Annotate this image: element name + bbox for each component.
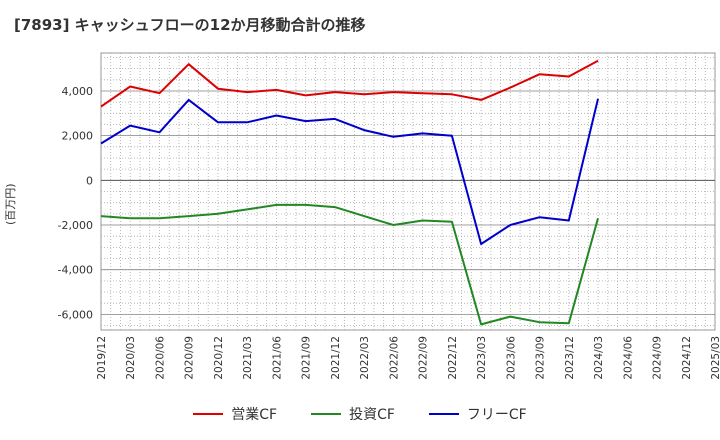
legend: 営業CF 投資CF フリーCF [0, 404, 720, 424]
x-tick-label: 2024/12 [681, 336, 693, 380]
x-tick-label: 2024/03 [593, 336, 605, 380]
y-tick-label: -4,000 [58, 264, 93, 277]
x-tick-label: 2023/12 [564, 336, 576, 380]
legend-label-investing-cf: 投資CF [349, 407, 395, 423]
series-line-1 [100, 203, 599, 326]
legend-label-free-cf: フリーCF [466, 407, 527, 423]
x-tick-label: 2021/12 [330, 336, 342, 380]
x-tick-label: 2024/09 [652, 336, 664, 380]
x-tick-label: 2021/06 [271, 336, 283, 380]
x-tick-label: 2024/06 [622, 336, 634, 380]
y-tick-label: 2,000 [62, 130, 94, 143]
y-tick-label: -2,000 [58, 219, 93, 232]
legend-item-operating-cf: 営業CF [193, 404, 277, 424]
chart-title: [7893] キャッシュフローの12か月移動合計の推移 [14, 16, 366, 34]
x-tick-label: 2023/03 [476, 336, 488, 380]
series-line-0 [100, 59, 599, 108]
y-tick-label: -6,000 [58, 308, 93, 321]
x-tick-label: 2023/09 [535, 336, 547, 380]
x-tick-label: 2022/03 [359, 336, 371, 380]
x-tick-label: 2020/09 [184, 336, 196, 380]
legend-item-free-cf: フリーCF [428, 404, 527, 424]
x-tick-label: 2022/12 [447, 336, 459, 380]
legend-swatch-investing-cf [311, 413, 342, 415]
x-tick-label: 2020/06 [154, 336, 166, 380]
x-tick-label: 2021/03 [242, 336, 254, 380]
x-tick-label: 2019/12 [96, 336, 108, 380]
plot-area [100, 52, 716, 331]
y-tick-label: 0 [86, 174, 93, 187]
legend-swatch-free-cf [428, 413, 459, 415]
legend-swatch-operating-cf [193, 413, 224, 415]
x-tick-label: 2022/09 [418, 336, 430, 380]
x-tick-label: 2022/06 [388, 336, 400, 380]
x-tick-label: 2020/12 [213, 336, 225, 380]
x-tick-label: 2023/06 [505, 336, 517, 380]
series-line-2 [100, 98, 599, 245]
x-tick-label: 2025/03 [710, 336, 720, 380]
legend-label-operating-cf: 営業CF [231, 407, 278, 423]
x-tick-label: 2020/03 [125, 336, 137, 380]
y-tick-label: 4,000 [62, 85, 94, 98]
x-tick-label: 2021/09 [301, 336, 313, 380]
legend-item-investing-cf: 投資CF [311, 404, 395, 424]
